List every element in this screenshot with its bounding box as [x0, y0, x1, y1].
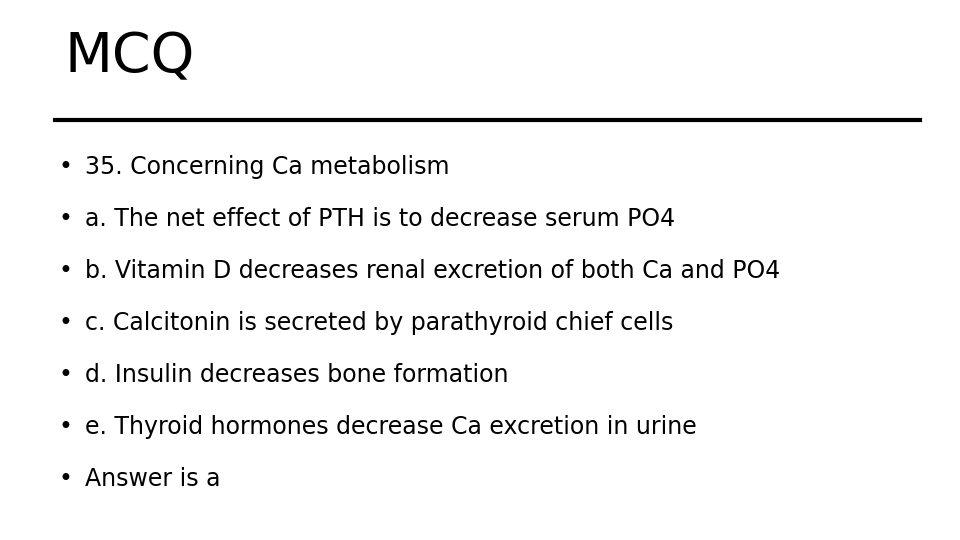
Text: •: • [58, 155, 72, 179]
Text: a. The net effect of PTH is to decrease serum PO4: a. The net effect of PTH is to decrease … [85, 207, 675, 231]
Text: e. Thyroid hormones decrease Ca excretion in urine: e. Thyroid hormones decrease Ca excretio… [85, 415, 697, 439]
Text: c. Calcitonin is secreted by parathyroid chief cells: c. Calcitonin is secreted by parathyroid… [85, 311, 673, 335]
Text: MCQ: MCQ [65, 30, 196, 84]
Text: Answer is a: Answer is a [85, 467, 221, 491]
Text: •: • [58, 363, 72, 387]
Text: b. Vitamin D decreases renal excretion of both Ca and PO4: b. Vitamin D decreases renal excretion o… [85, 259, 780, 283]
Text: •: • [58, 415, 72, 439]
Text: •: • [58, 259, 72, 283]
Text: •: • [58, 467, 72, 491]
Text: •: • [58, 311, 72, 335]
Text: •: • [58, 207, 72, 231]
Text: 35. Concerning Ca metabolism: 35. Concerning Ca metabolism [85, 155, 449, 179]
Text: d. Insulin decreases bone formation: d. Insulin decreases bone formation [85, 363, 509, 387]
